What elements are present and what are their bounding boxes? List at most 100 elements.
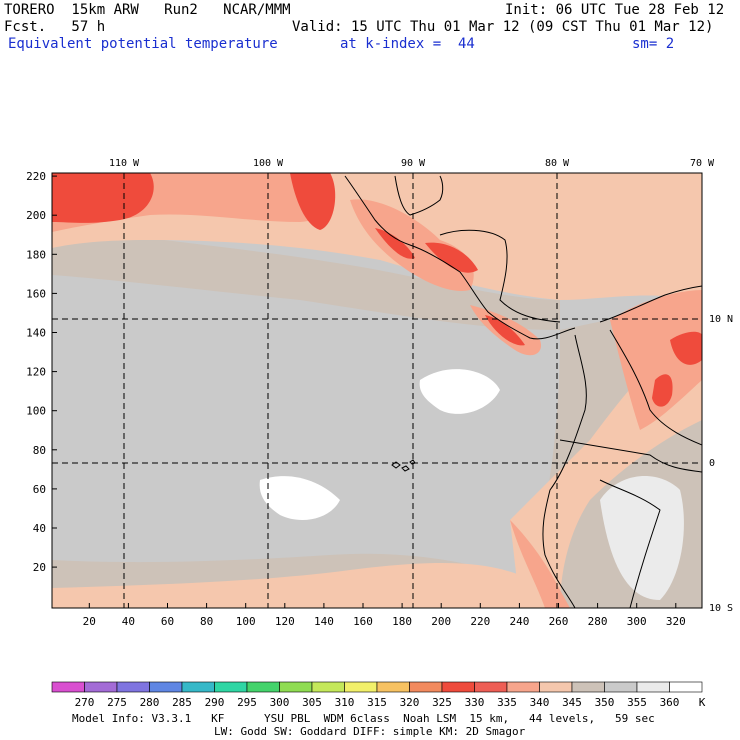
y-index-label: 220 (26, 170, 46, 183)
colorbar-swatch (311, 681, 345, 693)
colorbar-label: 305 (302, 696, 322, 709)
colorbar-swatch (506, 681, 540, 693)
field-red-venezuela (670, 331, 702, 365)
coastline-caribbean (439, 229, 561, 323)
x-index-label: 100 (236, 615, 256, 628)
y-index-label: 120 (26, 366, 46, 379)
colorbar-swatch (279, 681, 313, 693)
x-index-label: 140 (314, 615, 334, 628)
lat-label: 10 N (709, 314, 733, 325)
y-index-label: 140 (26, 327, 46, 340)
x-index-label: 320 (666, 615, 686, 628)
border-peru-brazil (599, 479, 661, 608)
lon-label: 70 W (690, 158, 715, 169)
colorbar-swatch (214, 681, 248, 693)
colorbar-label: 300 (269, 696, 290, 709)
field-red-costa-rica (485, 315, 525, 346)
colorbar-swatch (246, 681, 280, 693)
level-index: at k-index = 44 (340, 36, 475, 52)
field-white-patch-1 (259, 476, 340, 520)
coastline-south-america-north (599, 285, 702, 323)
colorbar-swatch (604, 681, 638, 693)
x-index-label: 160 (353, 615, 373, 628)
x-index-label: 60 (161, 615, 174, 628)
field-red-honduras (425, 242, 478, 273)
y-index-label: 100 (26, 405, 46, 418)
border-colombia-venezuela (609, 329, 702, 446)
field-salmon-colombia (610, 290, 702, 430)
colorbar-label: 275 (107, 696, 127, 709)
lon-label: 90 W (401, 158, 426, 169)
x-index-labels: 20 40 60 80 100 120 140 160 180 200 220 240 260 280 30… (83, 615, 686, 628)
field-red-andes (652, 374, 673, 407)
y-index-label: 200 (26, 209, 46, 222)
colorbar-swatch (669, 681, 703, 693)
colorbar-swatch (84, 681, 118, 693)
lat-label: 0 (709, 458, 715, 469)
field-name: Equivalent potential temperature (8, 36, 278, 52)
forecast-hour: Fcst. 57 h (4, 19, 106, 35)
colorbar-swatch (571, 681, 605, 693)
plot-frame (51, 172, 703, 609)
colorbar-swatch (116, 681, 150, 693)
model-info-line-1: Model Info: V3.3.1 KF YSU PBL WDM 6class… (72, 712, 655, 725)
colorbar-label: 285 (172, 696, 192, 709)
field-red-guatemala (375, 228, 415, 259)
x-index-label: 80 (200, 615, 213, 628)
y-index-label: 40 (33, 522, 46, 535)
field-red-northwest (52, 173, 154, 223)
colorbar-unit: K (698, 696, 706, 709)
x-index-label: 180 (392, 615, 412, 628)
colorbar-label: 345 (562, 696, 582, 709)
y-index-label: 80 (33, 444, 46, 457)
colorbar-swatch (376, 681, 410, 693)
y-index-labels: 220 200 180 160 140 120 100 80 60 40 20 (26, 170, 46, 574)
coastline-south-america-west (542, 334, 587, 608)
model-title: TORERO 15km ARW Run2 NCAR/MMM (4, 2, 291, 18)
colorbar-label: 315 (367, 696, 387, 709)
colorbar-swatch (51, 681, 85, 693)
colorbar-swatch (539, 681, 573, 693)
field-salmon-peru-coast (510, 520, 570, 608)
lon-labels: 110 W 100 W 90 W 80 W 70 W (109, 158, 715, 169)
lon-label: 80 W (545, 158, 570, 169)
x-index-label: 260 (549, 615, 569, 628)
colorbar (51, 681, 703, 693)
colorbar-swatch (344, 681, 378, 693)
model-info-line-2: LW: Godd SW: Goddard DIFF: simple KM: 2D… (214, 725, 526, 738)
border-ecuador-peru (559, 439, 702, 473)
valid-time: Valid: 15 UTC Thu 01 Mar 12 (09 CST Thu … (292, 19, 714, 35)
y-index-label: 60 (33, 483, 46, 496)
field-light-amazon (600, 476, 684, 600)
colorbar-swatch (441, 681, 475, 693)
init-time: Init: 06 UTC Tue 28 Feb 12 (505, 2, 725, 18)
lon-label: 110 W (109, 158, 140, 169)
coastline-central-america (344, 175, 576, 340)
colorbar-label: 270 (74, 696, 95, 709)
x-index-label: 120 (275, 615, 295, 628)
colorbar-swatch (181, 681, 215, 693)
y-index-label: 160 (26, 287, 46, 300)
colorbar-swatch (409, 681, 443, 693)
x-index-label: 200 (431, 615, 451, 628)
lat-labels: 10 N 0 10 S (709, 314, 733, 614)
coastline-yucatan (394, 175, 444, 216)
field-peach-south (52, 563, 540, 608)
x-index-label: 240 (509, 615, 529, 628)
coastlines (344, 175, 702, 608)
colorbar-label: 335 (497, 696, 517, 709)
colorbar-label: 290 (204, 696, 225, 709)
field-white-patch-2 (419, 369, 500, 414)
x-index-label: 280 (588, 615, 608, 628)
lat-label: 10 S (709, 603, 733, 614)
colorbar-label: 330 (464, 696, 485, 709)
colorbar-label: 325 (432, 696, 452, 709)
colorbar-label: 340 (529, 696, 550, 709)
colorbar-label: 295 (237, 696, 257, 709)
field-tan-north (52, 225, 560, 330)
graticule (52, 173, 702, 608)
x-index-label: 40 (122, 615, 135, 628)
smoothing-label: sm= 2 (632, 36, 675, 52)
colorbar-swatch (636, 681, 670, 693)
